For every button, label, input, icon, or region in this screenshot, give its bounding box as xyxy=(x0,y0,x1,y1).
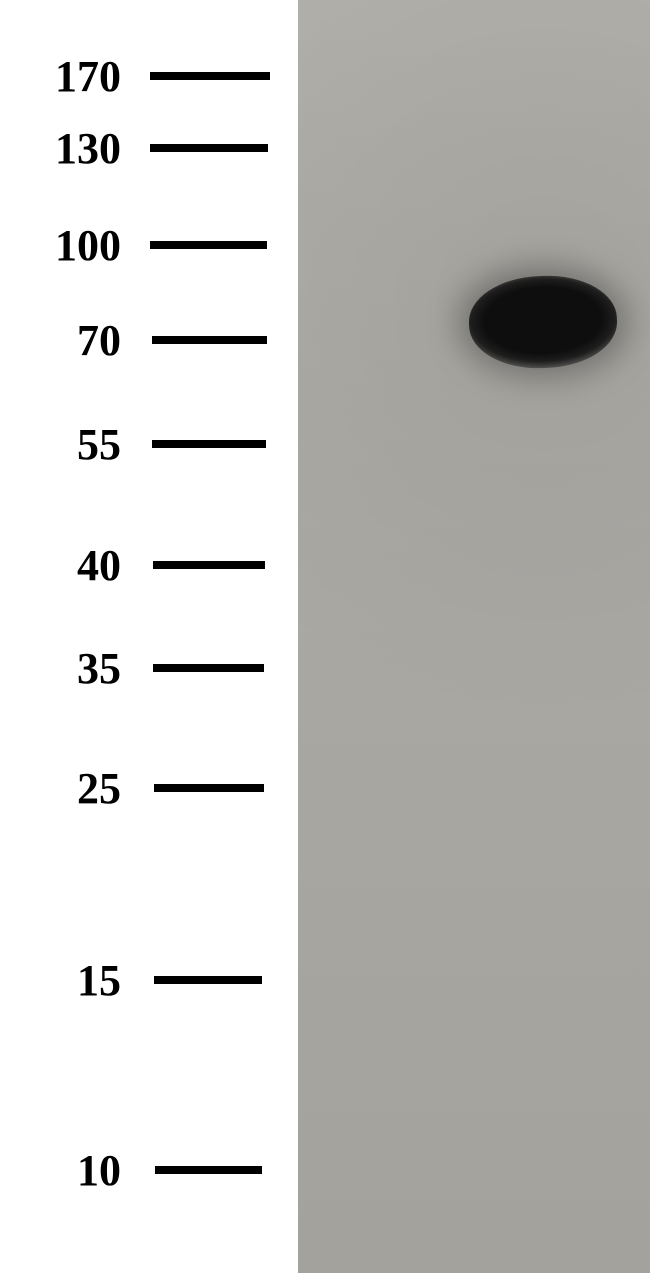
ladder-marker-value: 170 xyxy=(0,51,135,102)
ladder-marker-row: 170 xyxy=(0,48,298,104)
ladder-marker-value: 10 xyxy=(0,1145,135,1196)
ladder-marker-value: 100 xyxy=(0,220,135,271)
ladder-marker-line xyxy=(150,72,270,80)
ladder-marker-value: 55 xyxy=(0,419,135,470)
ladder-marker-row: 25 xyxy=(0,760,298,816)
ladder-marker-line xyxy=(153,561,265,569)
ladder-marker-line xyxy=(152,336,267,344)
molecular-weight-ladder: 170 130 100 70 55 40 35 25 15 10 xyxy=(0,0,298,1273)
ladder-marker-row: 15 xyxy=(0,952,298,1008)
ladder-marker-value: 40 xyxy=(0,540,135,591)
ladder-marker-value: 15 xyxy=(0,955,135,1006)
ladder-marker-line xyxy=(154,784,264,792)
ladder-marker-value: 25 xyxy=(0,763,135,814)
ladder-marker-row: 40 xyxy=(0,537,298,593)
ladder-marker-row: 55 xyxy=(0,416,298,472)
western-blot-membrane xyxy=(298,0,650,1273)
ladder-marker-line xyxy=(153,664,264,672)
ladder-marker-row: 10 xyxy=(0,1142,298,1198)
ladder-marker-row: 130 xyxy=(0,120,298,176)
ladder-marker-line xyxy=(150,144,268,152)
ladder-marker-value: 70 xyxy=(0,315,135,366)
ladder-marker-line xyxy=(155,1166,262,1174)
ladder-marker-line xyxy=(150,241,267,249)
ladder-marker-value: 130 xyxy=(0,123,135,174)
ladder-marker-row: 100 xyxy=(0,217,298,273)
ladder-marker-line xyxy=(154,976,262,984)
ladder-marker-row: 70 xyxy=(0,312,298,368)
ladder-marker-value: 35 xyxy=(0,643,135,694)
ladder-marker-line xyxy=(152,440,266,448)
ladder-marker-row: 35 xyxy=(0,640,298,696)
